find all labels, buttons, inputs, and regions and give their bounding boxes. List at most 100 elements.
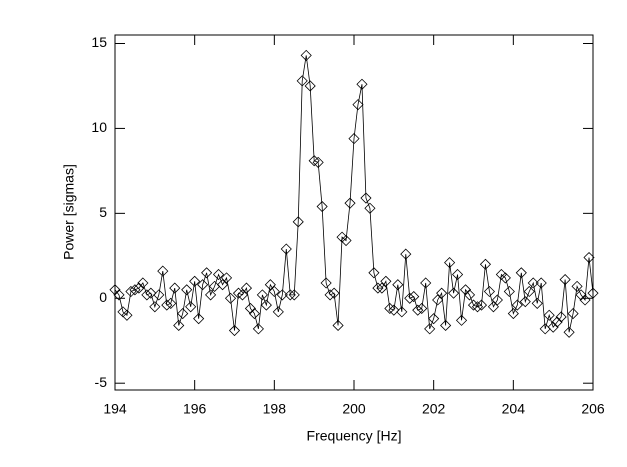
point-marker: [567, 307, 579, 320]
point-marker: [197, 279, 209, 291]
point-marker: [479, 258, 492, 270]
point-marker: [344, 197, 356, 209]
point-marker: [396, 306, 408, 318]
point-marker: [452, 268, 464, 281]
point-marker: [499, 272, 511, 284]
point-marker: [400, 248, 412, 260]
point-marker: [444, 257, 456, 269]
point-marker: [185, 301, 197, 313]
point-marker: [376, 282, 388, 294]
point-marker: [113, 289, 125, 301]
point-marker: [424, 323, 436, 335]
point-marker: [459, 284, 472, 296]
point-marker: [284, 289, 296, 301]
point-marker: [276, 289, 288, 301]
point-marker: [368, 267, 380, 279]
point-marker: [228, 324, 241, 337]
point-marker: [260, 299, 272, 311]
x-tick-label: 200: [342, 401, 366, 417]
point-marker: [440, 319, 452, 332]
point-marker: [193, 313, 205, 325]
point-marker: [420, 277, 432, 289]
point-marker: [133, 282, 145, 294]
y-axis-label: Power [sigmas]: [61, 164, 77, 260]
y-tick-label: 15: [91, 34, 107, 50]
point-marker: [161, 299, 173, 311]
point-marker: [471, 301, 484, 313]
point-marker: [292, 216, 304, 228]
point-marker: [109, 284, 121, 296]
point-marker: [563, 326, 575, 338]
series-line: [114, 55, 594, 333]
point-marker: [236, 289, 249, 301]
x-tick-label: 194: [103, 401, 127, 417]
point-marker: [280, 243, 292, 255]
point-marker: [248, 307, 260, 320]
point-marker: [487, 301, 499, 313]
point-marker: [511, 299, 523, 311]
point-marker: [455, 314, 468, 326]
point-marker: [328, 287, 340, 299]
point-marker: [360, 192, 372, 204]
point-marker: [559, 274, 571, 286]
point-marker: [320, 277, 332, 289]
point-marker: [392, 279, 404, 291]
point-marker: [173, 319, 185, 332]
point-marker: [412, 304, 424, 316]
point-marker: [527, 277, 539, 289]
point-marker: [535, 277, 547, 289]
x-tick-label: 196: [183, 401, 207, 417]
point-marker: [117, 306, 129, 318]
point-marker: [312, 156, 324, 168]
point-marker: [332, 319, 344, 332]
point-marker: [571, 280, 583, 292]
point-marker: [467, 299, 480, 311]
point-marker: [296, 75, 308, 87]
point-marker: [121, 309, 133, 321]
point-marker: [232, 287, 245, 299]
point-marker: [428, 313, 440, 325]
point-marker: [256, 289, 268, 301]
point-marker: [519, 296, 531, 308]
point-marker: [181, 284, 193, 296]
x-tick-label: 204: [502, 401, 526, 417]
point-marker: [491, 294, 503, 306]
point-marker: [579, 294, 591, 306]
point-marker: [213, 268, 225, 281]
plot-frame: [114, 34, 594, 391]
point-marker: [288, 289, 300, 301]
point-marker: [240, 282, 253, 294]
point-marker: [555, 311, 567, 323]
point-marker: [324, 289, 336, 301]
point-marker: [463, 289, 476, 301]
point-marker: [352, 99, 364, 111]
y-tick-label: -5: [95, 374, 108, 390]
point-marker: [575, 289, 587, 301]
point-marker: [316, 200, 328, 213]
point-marker: [216, 279, 229, 291]
point-marker: [224, 292, 237, 304]
point-marker: [137, 277, 149, 289]
point-marker: [153, 289, 165, 301]
point-marker: [165, 297, 177, 309]
point-marker: [272, 306, 284, 318]
y-tick-label: 5: [99, 204, 107, 220]
x-tick-label: 206: [581, 401, 605, 417]
point-marker: [503, 285, 515, 298]
point-marker: [308, 155, 320, 167]
point-marker: [523, 285, 535, 298]
point-marker: [264, 279, 276, 291]
point-marker: [507, 307, 519, 320]
point-marker: [304, 80, 316, 92]
point-marker: [129, 284, 141, 296]
point-marker: [380, 275, 392, 287]
point-marker: [495, 268, 507, 281]
point-marker: [149, 301, 161, 313]
point-marker: [583, 251, 595, 264]
point-marker: [145, 287, 157, 299]
point-marker: [141, 289, 153, 301]
x-tick-label: 198: [263, 401, 287, 417]
point-marker: [220, 272, 233, 284]
point-marker: [252, 323, 264, 335]
